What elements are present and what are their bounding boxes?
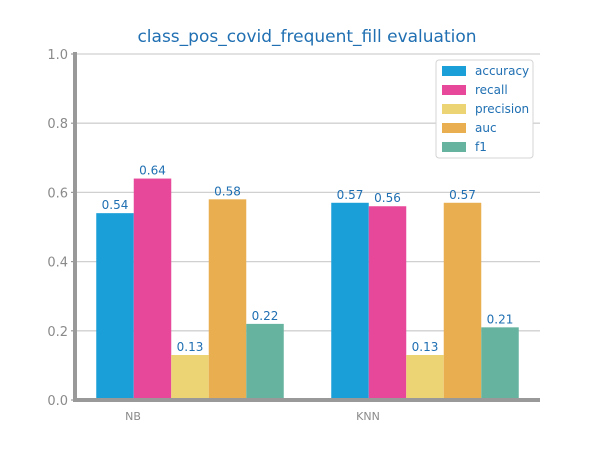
legend-label-recall: recall: [475, 83, 508, 97]
axes: [73, 52, 540, 402]
data-label: 0.58: [214, 184, 241, 198]
y-tick-label: 1.0: [47, 48, 68, 63]
y-tick-label: 0.6: [47, 186, 68, 201]
legend: accuracy recall precision auc f1: [435, 59, 534, 159]
y-tick-label: 0.0: [47, 394, 68, 409]
legend-swatch-f1: [442, 142, 466, 152]
data-label: 0.22: [252, 309, 279, 323]
data-label: 0.54: [102, 198, 129, 212]
legend-box: [435, 59, 534, 159]
x-category-label: KNN: [356, 410, 380, 423]
bar-series: [96, 178, 519, 400]
y-axis-ticks: 0.0 0.2 0.4 0.6 0.8 1.0: [47, 48, 75, 409]
legend-label-precision: precision: [475, 102, 529, 116]
x-category-label: NB: [125, 410, 141, 423]
legend-swatch-precision: [442, 104, 466, 114]
legend-swatch-recall: [442, 85, 466, 95]
legend-label-f1: f1: [475, 140, 487, 154]
bar-auc-nb: [208, 199, 247, 400]
data-label: 0.13: [177, 340, 204, 354]
data-label: 0.64: [139, 164, 166, 178]
data-label: 0.57: [337, 188, 364, 202]
bar-precision-knn: [406, 355, 444, 400]
chart-title: class_pos_covid_frequent_fill evaluation: [137, 27, 476, 47]
y-tick-label: 0.4: [47, 256, 68, 271]
bar-f1-knn: [481, 327, 519, 400]
bar-accuracy-nb: [96, 213, 134, 400]
y-tick-label: 0.8: [47, 117, 68, 132]
bar-auc-knn: [443, 202, 482, 400]
bar-accuracy-knn: [331, 202, 369, 400]
legend-label-auc: auc: [475, 121, 497, 135]
legend-label-accuracy: accuracy: [475, 64, 529, 78]
data-label: 0.13: [412, 340, 439, 354]
data-label: 0.21: [487, 312, 514, 326]
bar-precision-nb: [171, 355, 209, 400]
bar-f1-nb: [246, 323, 284, 400]
data-labels: 0.54 0.64 0.13 0.58 0.22 0.57 0.56 0.13 0.57 0.21: [102, 164, 514, 354]
y-tick-label: 0.2: [47, 325, 68, 340]
data-label: 0.57: [449, 188, 476, 202]
x-axis-categories: NB KNN: [125, 410, 380, 423]
legend-swatch-accuracy: [442, 66, 466, 76]
bar-recall-nb: [133, 178, 172, 400]
data-label: 0.56: [374, 191, 401, 205]
bar-recall-knn: [368, 206, 407, 400]
legend-swatch-auc: [442, 123, 466, 133]
